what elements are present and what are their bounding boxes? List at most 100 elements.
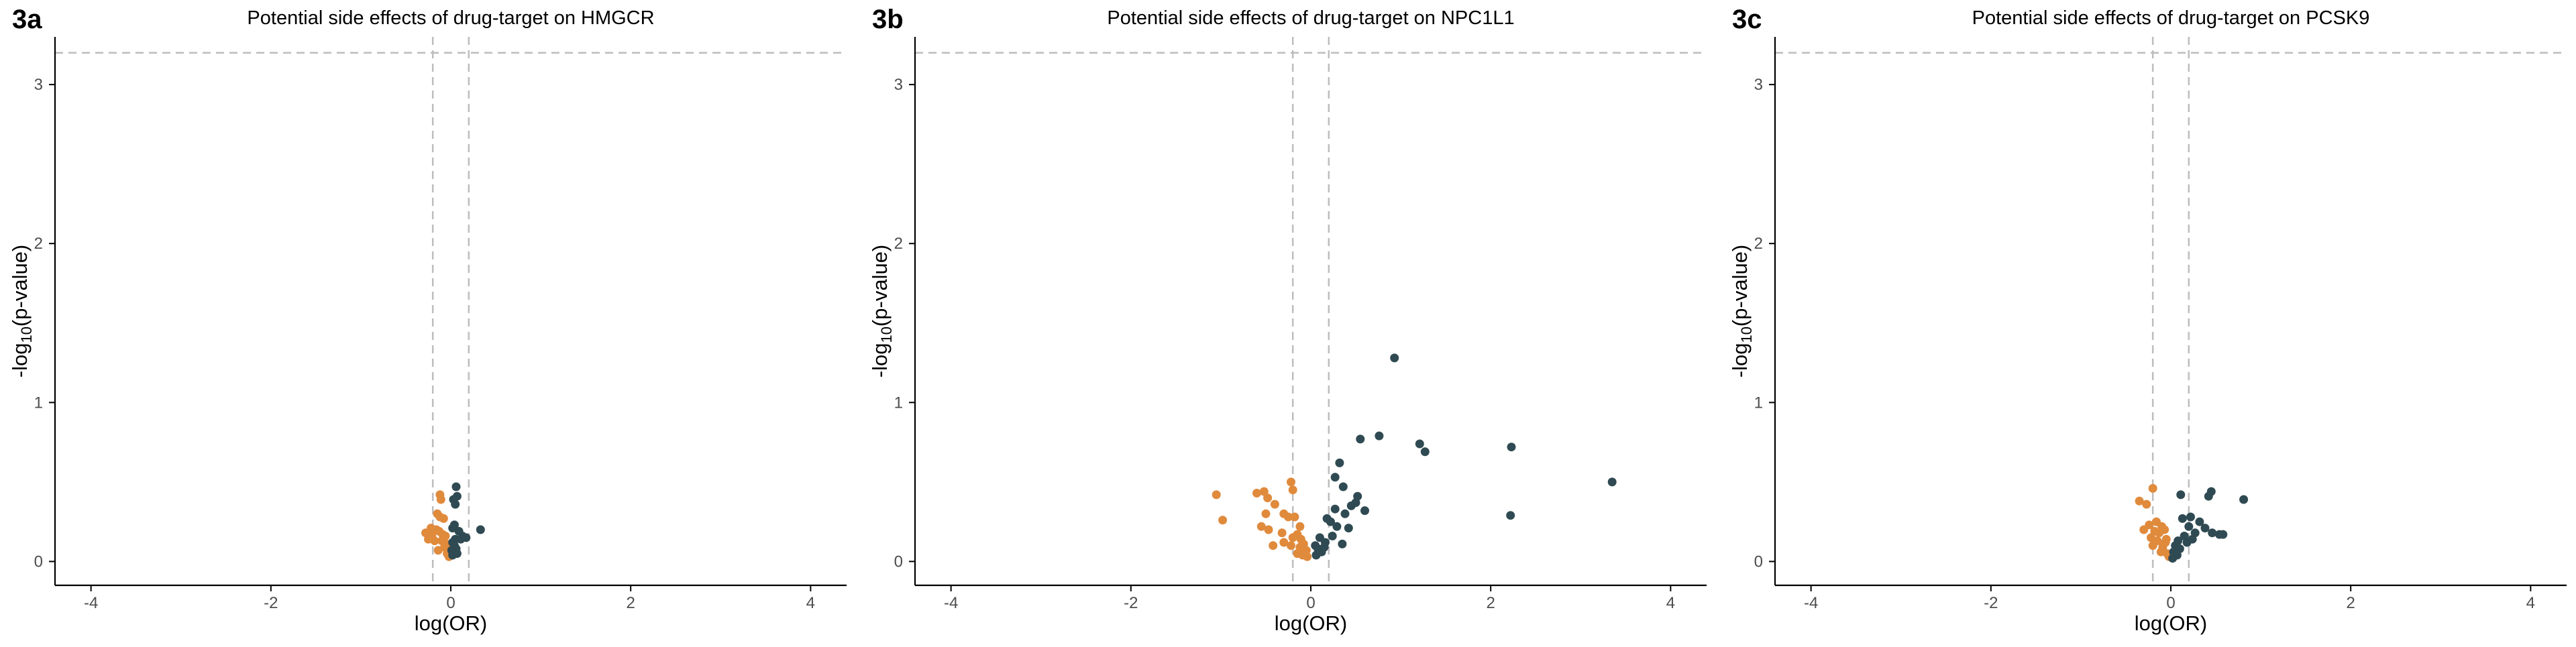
data-point — [1296, 534, 1305, 544]
data-point — [2161, 538, 2170, 547]
data-point — [1270, 499, 1279, 509]
data-point — [433, 546, 443, 555]
y-tick-label: 0 — [1754, 552, 1763, 571]
panel-tag: 3b — [872, 5, 904, 34]
x-tick-label: 2 — [1487, 594, 1495, 612]
chart-title: Potential side effects of drug-target on… — [247, 7, 654, 29]
data-point — [1356, 434, 1365, 444]
data-point — [1507, 443, 1516, 452]
data-point — [1360, 506, 1369, 516]
data-point — [1295, 522, 1305, 531]
y-tick-label: 0 — [34, 552, 43, 571]
data-point — [1340, 509, 1350, 518]
y-tick-label: 3 — [894, 76, 903, 94]
x-tick-label: -2 — [264, 594, 278, 612]
y-tick-label: 2 — [894, 235, 903, 253]
data-point — [439, 514, 448, 523]
y-tick-label: 3 — [1754, 76, 1763, 94]
panel-3c: 3c Potential side effects of drug-target … — [1728, 5, 2567, 635]
data-point — [1288, 533, 1297, 542]
data-point — [2218, 530, 2228, 539]
x-tick-label: 4 — [806, 594, 815, 612]
x-tick-label: 2 — [627, 594, 635, 612]
data-point — [1346, 501, 1356, 510]
data-point — [2176, 490, 2186, 499]
series-negative-effects — [2135, 483, 2174, 561]
data-point — [430, 536, 439, 546]
data-point — [1277, 528, 1287, 538]
data-point — [2148, 541, 2157, 550]
series-positive-effects — [447, 482, 485, 560]
data-point — [1338, 539, 1347, 548]
y-axis-title: -log10(p-value) — [868, 245, 895, 378]
chart-title: Potential side effects of drug-target on… — [1107, 7, 1514, 29]
x-tick-label: 2 — [2347, 594, 2355, 612]
data-point — [1420, 447, 1430, 457]
y-tick-label: 1 — [34, 394, 43, 412]
data-point — [2135, 496, 2144, 506]
x-axis-title: log(OR) — [415, 611, 488, 635]
data-point — [2168, 554, 2178, 563]
data-point — [1344, 524, 1353, 533]
x-axis-title: log(OR) — [2135, 611, 2208, 635]
data-point — [1332, 522, 1342, 531]
y-tick-label: 2 — [1754, 235, 1763, 253]
data-point — [1328, 532, 1337, 540]
data-point — [1259, 487, 1269, 496]
x-tick-label: 0 — [2166, 594, 2175, 612]
data-point — [2148, 483, 2157, 493]
y-axis-title: -log10(p-value) — [1728, 245, 1755, 378]
data-point — [1218, 516, 1228, 525]
data-point — [1607, 477, 1617, 487]
x-tick-label: -2 — [1984, 594, 1998, 612]
data-point — [1330, 473, 1340, 482]
x-tick-label: 0 — [446, 594, 455, 612]
data-point — [1263, 493, 1273, 503]
x-tick-label: -4 — [84, 594, 98, 612]
data-point — [1290, 512, 1299, 522]
data-point — [1335, 458, 1344, 467]
y-tick-label: 1 — [894, 394, 903, 412]
data-point — [2195, 517, 2204, 526]
data-point — [1287, 541, 1295, 550]
series-positive-effects — [2168, 487, 2249, 563]
series-positive-effects — [1311, 353, 1617, 560]
data-point — [1287, 477, 1295, 487]
x-axis-title: log(OR) — [1275, 611, 1348, 635]
data-point — [436, 495, 445, 504]
x-tick-label: 0 — [1306, 594, 1315, 612]
data-point — [451, 499, 460, 509]
data-point — [1338, 482, 1348, 491]
data-point — [2160, 525, 2169, 534]
data-point — [1320, 542, 1329, 552]
y-tick-label: 0 — [894, 552, 903, 571]
y-axis-title: -log10(p-value) — [8, 245, 35, 378]
data-point — [1375, 431, 1384, 440]
y-tick-label: 3 — [34, 76, 43, 94]
data-point — [2178, 514, 2187, 523]
data-point — [1330, 504, 1340, 514]
data-point — [462, 533, 471, 542]
data-point — [1212, 490, 1221, 499]
data-point — [1390, 353, 1399, 363]
data-point — [2208, 528, 2217, 538]
x-tick-label: -4 — [1804, 594, 1818, 612]
data-point — [1303, 552, 1312, 561]
data-point — [1279, 538, 1289, 547]
data-point — [1326, 517, 1335, 526]
panel-tag: 3c — [1732, 5, 1762, 34]
data-point — [1256, 522, 1266, 531]
data-point — [2186, 512, 2195, 522]
data-point — [2184, 522, 2194, 531]
data-point — [1252, 489, 1261, 497]
data-point — [1261, 509, 1271, 518]
data-point — [476, 525, 485, 534]
data-point — [1311, 550, 1321, 560]
data-point — [2142, 499, 2151, 509]
y-tick-label: 1 — [1754, 394, 1763, 412]
data-point — [451, 482, 461, 491]
chart-title: Potential side effects of drug-target on… — [1972, 7, 2370, 29]
data-point — [2188, 534, 2197, 544]
data-point — [1311, 541, 1320, 550]
